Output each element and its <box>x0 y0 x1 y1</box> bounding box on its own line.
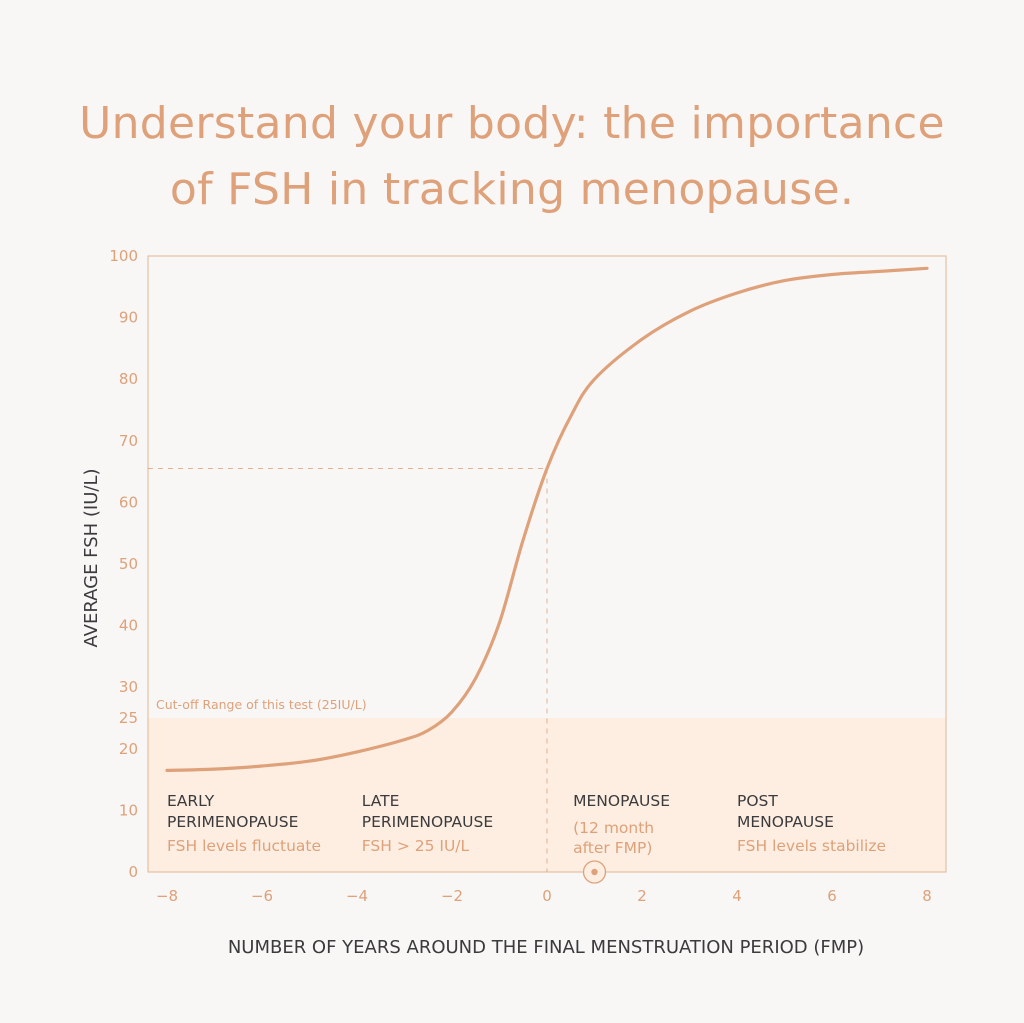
fsh-curve-0 <box>165 266 929 772</box>
title-line-2: of FSH in tracking menopause. <box>169 164 855 216</box>
phase-note: (12 month <box>573 819 654 837</box>
page-title: Understand your body: the importance of … <box>0 91 1024 223</box>
title-line-1: Understand your body: the importance <box>79 98 945 150</box>
x-tick-label: −8 <box>156 887 178 905</box>
y-tick-label: 80 <box>119 370 138 388</box>
y-tick-label: 0 <box>128 863 138 881</box>
x-tick-label: 8 <box>922 887 932 905</box>
phase-note: FSH > 25 IU/L <box>362 837 470 855</box>
y-tick-label: 60 <box>119 493 138 511</box>
y-tick-label: 25 <box>119 709 138 727</box>
y-tick-label: 50 <box>119 555 138 573</box>
phase-note: FSH levels stabilize <box>737 837 886 855</box>
phase-note: FSH levels fluctuate <box>167 837 321 855</box>
phase-name: MENOPAUSE <box>737 813 834 831</box>
y-tick-label: 70 <box>119 432 138 450</box>
x-axis-label: NUMBER OF YEARS AROUND THE FINAL MENSTRU… <box>228 937 864 958</box>
x-tick-label: −6 <box>251 887 273 905</box>
phase-name: EARLY <box>167 792 215 810</box>
y-tick-label: 20 <box>119 740 138 758</box>
x-tick-label: −4 <box>346 887 368 905</box>
x-tick-label: 6 <box>827 887 837 905</box>
cutoff-label: Cut-off Range of this test (25IU/L) <box>156 697 367 712</box>
cutoff-region <box>148 718 946 872</box>
phase-name: PERIMENOPAUSE <box>362 813 493 831</box>
y-tick-label: 90 <box>119 309 138 327</box>
phase-name: LATE <box>362 792 400 810</box>
x-tick-label: 0 <box>542 887 552 905</box>
y-tick-label: 100 <box>109 247 138 265</box>
y-tick-label: 30 <box>119 678 138 696</box>
phase-name: PERIMENOPAUSE <box>167 813 298 831</box>
x-tick-label: 2 <box>637 887 647 905</box>
y-tick-label: 40 <box>119 617 138 635</box>
phase-name: MENOPAUSE <box>573 792 670 810</box>
y-tick-label: 10 <box>119 801 138 819</box>
x-tick-label: −2 <box>441 887 463 905</box>
x-tick-label: 4 <box>732 887 742 905</box>
fmp-marker-dot <box>591 868 598 876</box>
phase-note: after FMP) <box>573 839 652 857</box>
y-axis-label: AVERAGE FSH (IU/L) <box>81 468 102 647</box>
phase-name: POST <box>737 792 778 810</box>
